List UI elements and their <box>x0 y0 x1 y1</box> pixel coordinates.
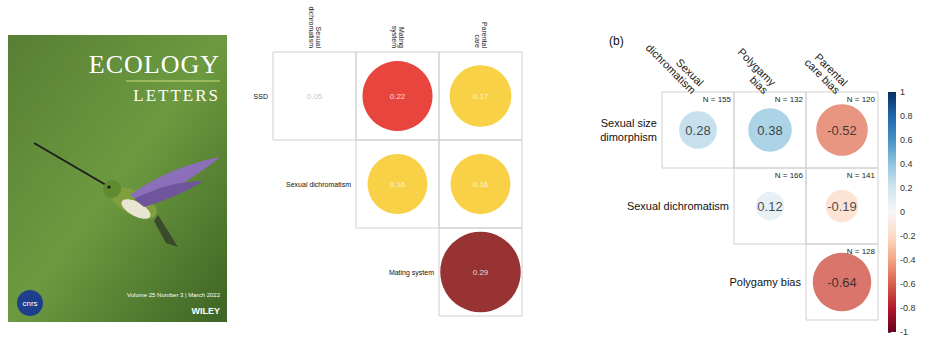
svg-text:N = 128: N = 128 <box>847 247 876 256</box>
svg-text:dimorphism: dimorphism <box>600 131 657 143</box>
svg-text:-0.4: -0.4 <box>900 255 916 265</box>
svg-text:0.4: 0.4 <box>900 159 913 169</box>
svg-text:cnrs: cnrs <box>22 299 37 308</box>
svg-text:0.29: 0.29 <box>473 268 489 277</box>
svg-text:0.2: 0.2 <box>900 183 913 193</box>
svg-text:ECOLOGY: ECOLOGY <box>89 50 220 79</box>
svg-text:-1: -1 <box>900 327 908 337</box>
svg-text:0.8: 0.8 <box>900 111 913 121</box>
svg-text:-0.19: -0.19 <box>827 199 857 214</box>
svg-text:Parental: Parental <box>812 50 851 89</box>
svg-text:Mating: Mating <box>397 27 405 48</box>
svg-text:care bias: care bias <box>802 56 842 96</box>
svg-text:Polygamy bias: Polygamy bias <box>729 276 801 288</box>
svg-text:bias: bias <box>748 73 771 96</box>
svg-text:-0.64: -0.64 <box>827 275 857 290</box>
svg-text:dichromatism: dichromatism <box>644 41 699 96</box>
svg-text:Sexual dichromatism: Sexual dichromatism <box>286 181 351 188</box>
svg-text:care: care <box>474 34 481 48</box>
svg-text:N = 155: N = 155 <box>703 95 732 104</box>
svg-text:0.16: 0.16 <box>473 180 489 189</box>
svg-text:Volume 25 Number 3 | March 202: Volume 25 Number 3 | March 2022 <box>127 292 221 298</box>
svg-text:-0.6: -0.6 <box>900 279 916 289</box>
svg-text:Sexual: Sexual <box>673 56 707 89</box>
svg-text:Mating system: Mating system <box>389 269 434 277</box>
svg-text:WILEY: WILEY <box>192 306 221 316</box>
svg-text:Sexual dichromatism: Sexual dichromatism <box>627 200 729 212</box>
svg-text:Parental: Parental <box>481 22 488 49</box>
svg-text:0.22: 0.22 <box>390 92 406 101</box>
svg-text:0.6: 0.6 <box>900 135 913 145</box>
svg-text:dichromatism: dichromatism <box>308 6 315 48</box>
svg-text:Sexual: Sexual <box>315 27 322 49</box>
svg-text:0.05: 0.05 <box>307 92 323 101</box>
svg-text:Sexual size: Sexual size <box>601 117 657 129</box>
svg-text:0.38: 0.38 <box>757 123 782 138</box>
svg-text:0.17: 0.17 <box>473 92 489 101</box>
svg-text:0.12: 0.12 <box>757 199 782 214</box>
svg-text:(b): (b) <box>609 34 624 48</box>
svg-text:N = 120: N = 120 <box>847 95 876 104</box>
svg-text:0.16: 0.16 <box>390 180 406 189</box>
svg-text:0.28: 0.28 <box>685 123 710 138</box>
svg-text:N = 132: N = 132 <box>775 95 804 104</box>
svg-text:-0.2: -0.2 <box>900 231 916 241</box>
svg-text:0: 0 <box>900 207 905 217</box>
svg-text:Polygamy: Polygamy <box>735 45 779 89</box>
svg-text:-0.52: -0.52 <box>827 123 857 138</box>
svg-text:-0.8: -0.8 <box>900 303 916 313</box>
svg-text:system: system <box>390 26 398 48</box>
svg-text:SSD: SSD <box>254 93 268 100</box>
svg-text:N = 141: N = 141 <box>847 171 876 180</box>
svg-text:N = 166: N = 166 <box>775 171 804 180</box>
svg-text:1: 1 <box>900 87 905 97</box>
svg-text:LETTERS: LETTERS <box>133 86 220 105</box>
